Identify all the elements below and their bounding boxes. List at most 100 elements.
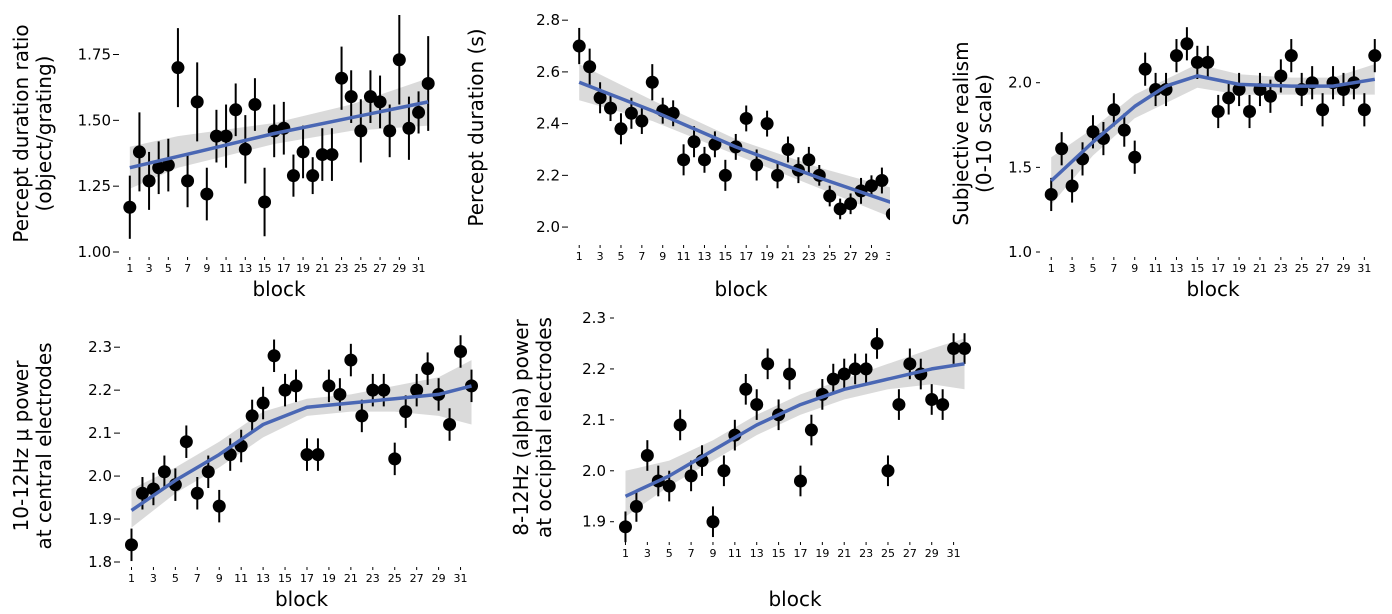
x-tick-label: 13	[697, 250, 711, 263]
y-tick-label: 2.1	[88, 424, 112, 442]
y-tick-label: 1.00	[78, 243, 111, 261]
data-point	[604, 101, 618, 115]
x-tick-label: 27	[903, 547, 917, 560]
panel-percept-duration-ratio: 1.001.251.501.751 3 5 7 9 11 13 15 17 19 21 23 25 27 2…	[9, 15, 435, 300]
data-point	[267, 349, 281, 363]
x-tick-label: 13	[1169, 262, 1183, 275]
data-point	[624, 106, 638, 120]
data-point	[124, 538, 138, 552]
x-tick-label: 9	[659, 250, 666, 263]
data-point	[593, 91, 607, 105]
data-point	[635, 114, 649, 128]
x-tick-label: 1	[1048, 262, 1055, 275]
data-point	[421, 362, 435, 376]
y-tick-label: 2.0	[88, 467, 112, 485]
x-tick-label: 3	[1069, 262, 1076, 275]
x-tick-label: 21	[781, 250, 795, 263]
data-point	[123, 200, 137, 214]
panel-subjective-realism: 1.01.52.01 3 5 7 9 11 13 15 17 19 21 23 25 27 29 31bloc…	[949, 27, 1382, 300]
x-tick-label: 23	[335, 262, 349, 275]
data-point	[1222, 91, 1236, 105]
data-point	[1211, 104, 1225, 118]
y-tick-label: 2.0	[1008, 74, 1032, 92]
x-tick-label: 21	[315, 262, 329, 275]
data-point	[881, 464, 895, 478]
x-tick-label: 21	[1253, 262, 1267, 275]
x-tick-label: 3	[597, 250, 604, 263]
data-point	[392, 53, 406, 67]
data-point	[885, 208, 890, 221]
data-point	[1180, 37, 1194, 51]
x-tick-label: 15	[772, 547, 786, 560]
x-tick-label: 7	[1110, 262, 1117, 275]
panel-percept-duration: 2.02.22.42.62.81 3 5 7 9 11 13 15 17 19 21 23 25 27 29…	[464, 11, 890, 300]
x-tick-label: 23	[802, 250, 816, 263]
x-tick-label: 27	[410, 572, 424, 585]
x-tick-label: 3	[146, 262, 153, 275]
y-tick-label: 2.3	[88, 338, 112, 356]
data-point	[248, 98, 262, 112]
x-tick-label: 31	[885, 250, 890, 263]
x-axis-label: block	[714, 277, 767, 300]
x-tick-label: 15	[258, 262, 272, 275]
data-point	[717, 464, 731, 478]
x-tick-label: 29	[1336, 262, 1350, 275]
x-tick-label: 7	[688, 547, 695, 560]
data-point	[629, 499, 643, 513]
data-point	[947, 342, 961, 356]
data-point	[209, 129, 223, 143]
data-point	[344, 90, 358, 104]
fit-line	[129, 100, 429, 170]
data-point	[1368, 49, 1382, 63]
y-tick-label: 2.8	[536, 11, 560, 29]
x-tick-label: 23	[859, 547, 873, 560]
data-point	[373, 95, 387, 109]
y-tick-label: 1.75	[78, 46, 111, 64]
x-tick-label: 31	[454, 572, 468, 585]
data-point	[311, 448, 325, 462]
y-tick-label: 1.9	[582, 513, 606, 531]
data-point	[677, 153, 691, 167]
data-point	[286, 169, 300, 183]
y-tick-label: 2.4	[536, 115, 560, 133]
x-tick-label: 11	[1149, 262, 1163, 275]
x-tick-label: 15	[718, 250, 732, 263]
data-point	[171, 61, 185, 75]
x-tick-label: 17	[300, 572, 314, 585]
data-point	[1274, 69, 1288, 83]
data-point	[300, 448, 314, 462]
data-point	[684, 469, 698, 483]
x-tick-label: 17	[277, 262, 291, 275]
data-point	[750, 398, 764, 412]
x-tick-label: 15	[278, 572, 292, 585]
x-tick-label: 11	[728, 547, 742, 560]
data-point	[1190, 55, 1204, 69]
data-point	[761, 357, 775, 371]
data-point	[614, 122, 628, 136]
x-tick-label: 23	[366, 572, 380, 585]
y-tick-label: 2.1	[582, 411, 606, 429]
data-point	[142, 174, 156, 188]
data-point	[377, 383, 391, 397]
data-point	[190, 486, 204, 500]
data-point	[363, 90, 377, 104]
data-point	[238, 142, 252, 156]
data-point	[804, 423, 818, 437]
x-tick-label: 1	[128, 572, 135, 585]
data-point	[687, 135, 701, 149]
data-point	[412, 105, 426, 119]
data-point	[354, 124, 368, 138]
panel-mu-power-central: 1.81.92.02.12.22.31 3 5 7 9 11 13 15 17 19 21 23 25 2…	[9, 335, 479, 611]
data-point	[443, 418, 457, 432]
y-axis-label: Percept duration (s)	[464, 28, 488, 226]
data-point	[1243, 104, 1257, 118]
y-tick-label: 2.2	[582, 360, 606, 378]
y-tick-label: 2.0	[536, 218, 560, 236]
data-point	[793, 474, 807, 488]
fit-line	[624, 362, 965, 498]
data-point	[870, 336, 884, 350]
data-point	[161, 158, 175, 172]
confidence-band	[579, 64, 890, 217]
x-tick-label: 21	[837, 547, 851, 560]
x-tick-label: 19	[322, 572, 336, 585]
